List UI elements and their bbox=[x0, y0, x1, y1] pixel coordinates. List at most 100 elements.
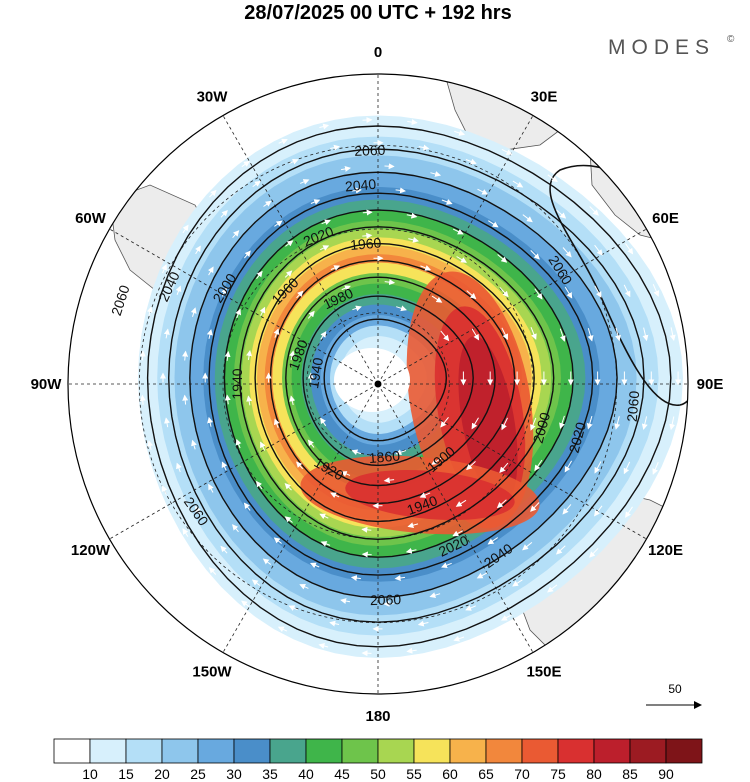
wind-vector bbox=[139, 350, 146, 361]
wind-vector bbox=[615, 327, 621, 342]
wind-vector bbox=[262, 558, 272, 565]
wind-vector bbox=[256, 270, 263, 280]
wind-vector bbox=[477, 188, 489, 195]
wind-vector bbox=[224, 350, 231, 361]
wind-vector bbox=[589, 206, 599, 216]
wind-vector bbox=[259, 306, 266, 316]
wind-vector bbox=[454, 130, 466, 136]
wind-vector bbox=[419, 492, 431, 498]
wind-vector bbox=[669, 327, 676, 341]
colorbar-tick-label: 75 bbox=[550, 766, 566, 782]
reference-vector-label: 50 bbox=[668, 682, 682, 696]
wind-vector bbox=[289, 395, 296, 406]
wind-vector bbox=[251, 579, 261, 586]
wind-vector bbox=[594, 244, 603, 256]
wind-vector bbox=[289, 350, 295, 361]
wind-vector bbox=[330, 492, 340, 498]
wind-vector bbox=[241, 160, 250, 168]
contour-label: 2060 bbox=[370, 591, 402, 608]
wind-vector bbox=[589, 547, 599, 558]
contour-label: 2000 bbox=[530, 410, 554, 444]
wind-vector bbox=[278, 138, 288, 145]
height-contour bbox=[146, 125, 672, 648]
wind-vector bbox=[559, 415, 565, 430]
wind-vector bbox=[284, 270, 293, 278]
wind-vector bbox=[406, 212, 418, 219]
wind-vector bbox=[320, 331, 327, 340]
wind-vector bbox=[207, 416, 214, 427]
contour-label: 1860 bbox=[368, 447, 401, 466]
colorbar-tick-label: 10 bbox=[82, 766, 98, 782]
wind-vector bbox=[501, 614, 512, 621]
wind-vector bbox=[244, 250, 251, 259]
wind-vector bbox=[252, 180, 261, 188]
longitude-label: 120W bbox=[71, 542, 111, 559]
wind-vector bbox=[530, 417, 537, 431]
wind-vector bbox=[395, 449, 407, 456]
wind-vector bbox=[587, 328, 594, 342]
wind-vector bbox=[395, 187, 406, 194]
colorbar: 10 15 20 25 30 35 40 45 50 55 60 65 70 75 80 85 90 bbox=[53, 738, 703, 782]
wind-vector bbox=[208, 567, 217, 575]
colorbar-swatch bbox=[413, 738, 451, 764]
colorbar-tick-label: 50 bbox=[370, 766, 386, 782]
wind-vector bbox=[530, 502, 540, 512]
height-contour bbox=[167, 148, 645, 623]
wind-vector bbox=[320, 541, 331, 547]
map-boundary bbox=[67, 73, 689, 695]
wind-vector bbox=[430, 171, 442, 177]
wind-vector bbox=[564, 460, 573, 473]
longitude-label: 60W bbox=[75, 210, 107, 227]
wind-vector bbox=[407, 522, 419, 529]
height-contour bbox=[208, 192, 594, 576]
colorbar-swatch bbox=[557, 738, 595, 764]
wind-vector bbox=[465, 158, 477, 165]
wind-vector bbox=[182, 350, 189, 361]
wind-vector bbox=[296, 290, 304, 299]
wind-vector bbox=[310, 199, 321, 205]
contour-label: 2060 bbox=[354, 142, 386, 159]
colorbar-tick-label: 60 bbox=[442, 766, 458, 782]
wind-vector bbox=[562, 504, 572, 515]
colorbar-tick-label: 40 bbox=[298, 766, 314, 782]
wind-vector bbox=[221, 461, 228, 471]
wind-vector bbox=[164, 417, 170, 428]
wind-vector bbox=[406, 647, 417, 654]
wind-vector bbox=[431, 457, 442, 465]
wind-vector bbox=[501, 417, 508, 431]
wind-vector bbox=[564, 286, 573, 299]
wind-vector bbox=[319, 123, 330, 130]
wind-vector bbox=[652, 462, 659, 475]
colorbar-tick-label: 30 bbox=[226, 766, 242, 782]
colorbar-swatch bbox=[197, 738, 235, 764]
latitude-circle bbox=[222, 228, 534, 540]
longitude-label: 30E bbox=[531, 89, 558, 106]
contour-label: 1940 bbox=[305, 356, 326, 390]
wind-vector bbox=[235, 308, 242, 319]
wind-vector bbox=[299, 584, 309, 590]
meridian-line bbox=[222, 383, 379, 653]
wind-vector bbox=[623, 461, 631, 475]
map-title: 28/07/2025 00 UTC + 192 hrs bbox=[244, 2, 511, 24]
height-contour bbox=[239, 226, 555, 541]
wind-vector bbox=[361, 551, 372, 558]
colorbar-tick-label: 15 bbox=[118, 766, 134, 782]
wind-vector bbox=[501, 327, 508, 341]
height-contour bbox=[302, 295, 474, 467]
wind-vector bbox=[642, 327, 649, 342]
wind-vector bbox=[497, 254, 508, 263]
wind-vector bbox=[147, 440, 154, 451]
contour-label: 1960 bbox=[349, 234, 382, 253]
longitude-label: 90E bbox=[697, 376, 724, 393]
wind-vector bbox=[522, 214, 533, 223]
colorbar-swatch bbox=[521, 738, 559, 764]
wind-vector bbox=[652, 284, 660, 297]
wind-vector bbox=[220, 545, 228, 554]
wind-vector bbox=[341, 165, 351, 172]
colorbar-tick-label: 70 bbox=[514, 766, 530, 782]
wind-vector bbox=[182, 394, 189, 405]
meridian-line bbox=[222, 115, 379, 385]
longitude-label: 120E bbox=[648, 542, 683, 559]
wind-vector bbox=[232, 230, 240, 239]
